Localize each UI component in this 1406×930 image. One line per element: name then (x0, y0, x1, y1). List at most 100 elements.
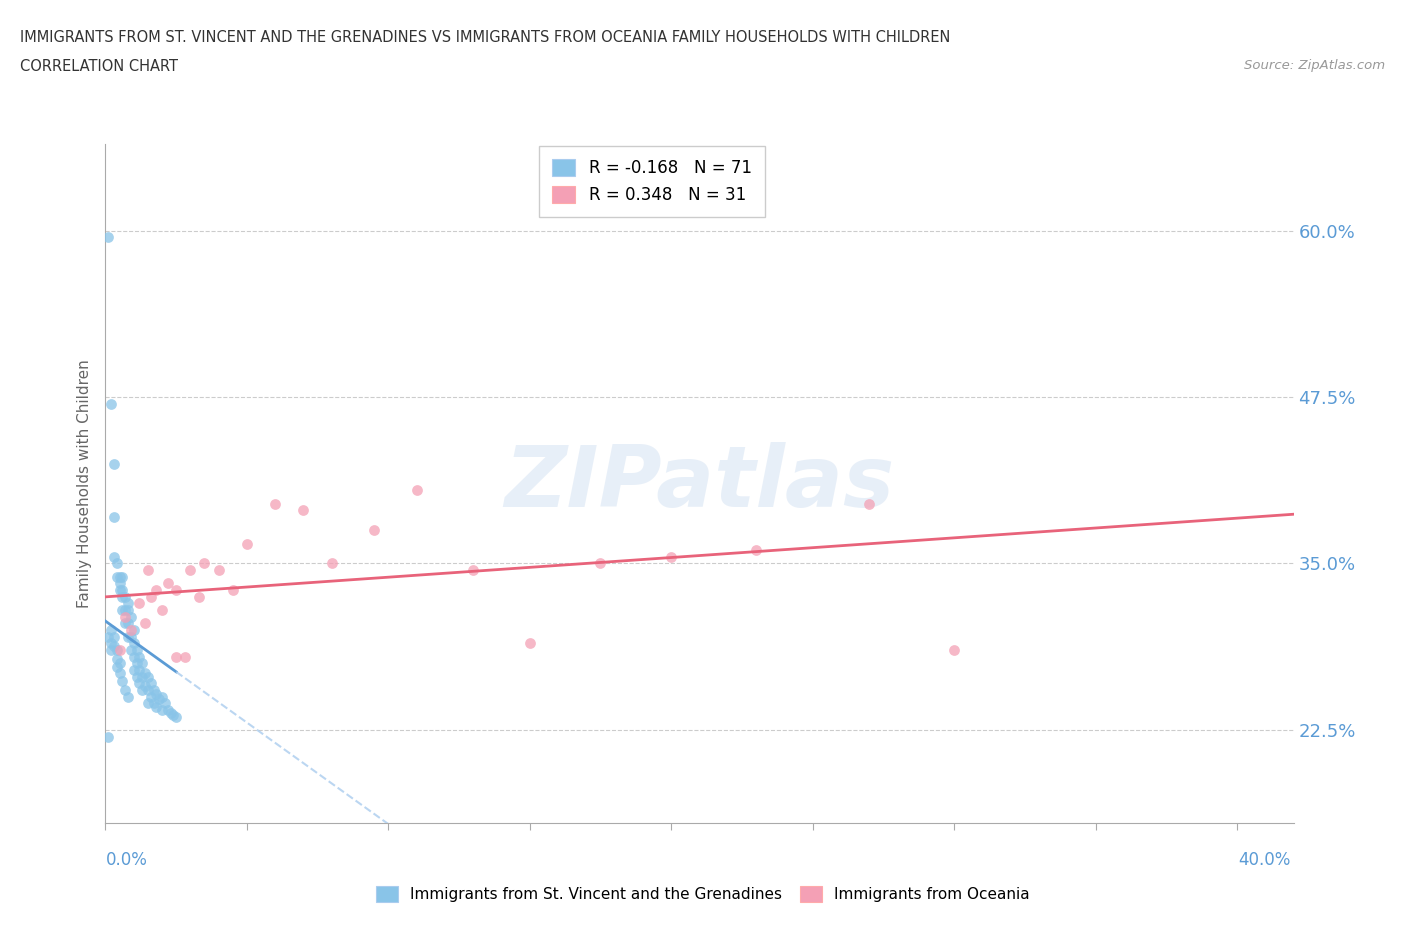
Point (122, 622, 145, 637)
Point (114, 603, 136, 618)
Point (148, 692, 170, 707)
Point (589, 556, 612, 571)
Point (103, 457, 125, 472)
Point (131, 683, 153, 698)
Text: 40.0%: 40.0% (1239, 851, 1291, 870)
Point (187, 590, 209, 604)
Point (134, 665, 156, 680)
Point (128, 649, 150, 664)
Point (100, 396, 122, 411)
Point (114, 609, 136, 624)
Point (128, 662, 150, 677)
Y-axis label: Family Households with Children: Family Households with Children (77, 359, 93, 608)
Point (100, 622, 122, 637)
Point (363, 523, 385, 538)
Text: Source: ZipAtlas.com: Source: ZipAtlas.com (1244, 59, 1385, 72)
Point (108, 656, 131, 671)
Point (105, 643, 128, 658)
Legend: R = -0.168   N = 71, R = 0.348   N = 31: R = -0.168 N = 71, R = 0.348 N = 31 (538, 146, 765, 217)
Point (97, 230, 120, 245)
Point (120, 643, 142, 658)
Point (156, 702, 179, 717)
Point (117, 630, 139, 644)
Point (120, 622, 142, 637)
Point (159, 705, 181, 720)
Point (321, 556, 343, 571)
Text: IMMIGRANTS FROM ST. VINCENT AND THE GRENADINES VS IMMIGRANTS FROM OCEANIA FAMILY: IMMIGRANTS FROM ST. VINCENT AND THE GREN… (20, 30, 950, 45)
Point (136, 670, 159, 684)
Point (125, 643, 148, 658)
Point (131, 656, 153, 671)
Point (519, 636, 541, 651)
Text: ZIPatlas: ZIPatlas (505, 442, 894, 525)
Point (150, 689, 173, 704)
Point (165, 583, 187, 598)
Point (108, 569, 131, 584)
Point (114, 616, 136, 631)
Point (103, 550, 125, 565)
Point (103, 630, 125, 644)
Point (120, 630, 142, 644)
Point (117, 616, 139, 631)
Point (100, 643, 122, 658)
Point (139, 676, 162, 691)
Point (142, 683, 165, 698)
Point (150, 603, 173, 618)
Point (114, 590, 136, 604)
Text: CORRELATION CHART: CORRELATION CHART (20, 59, 177, 73)
Legend: Immigrants from St. Vincent and the Grenadines, Immigrants from Oceania: Immigrants from St. Vincent and the Gren… (367, 877, 1039, 911)
Point (173, 649, 195, 664)
Point (97, 729, 120, 744)
Point (136, 696, 159, 711)
Point (139, 689, 162, 704)
Point (162, 708, 184, 723)
Point (122, 636, 145, 651)
Point (122, 662, 145, 677)
Point (659, 550, 682, 565)
Point (108, 665, 131, 680)
Point (125, 670, 148, 684)
Point (117, 596, 139, 611)
Point (136, 683, 159, 698)
Point (103, 639, 125, 654)
Point (122, 649, 145, 664)
Point (179, 563, 201, 578)
Point (134, 616, 156, 631)
Point (108, 576, 131, 591)
Point (105, 569, 128, 584)
Point (111, 673, 134, 688)
Point (165, 709, 187, 724)
Point (111, 603, 134, 618)
Point (145, 699, 167, 714)
Point (193, 556, 215, 571)
Point (264, 496, 287, 511)
Point (111, 569, 134, 584)
Point (222, 583, 245, 598)
Point (165, 649, 187, 664)
Point (134, 679, 156, 694)
Point (111, 590, 134, 604)
Point (114, 683, 136, 698)
Point (103, 510, 125, 525)
Point (128, 596, 150, 611)
Point (136, 563, 159, 578)
Point (131, 670, 153, 684)
Point (153, 696, 176, 711)
Point (943, 643, 966, 658)
Point (745, 543, 768, 558)
Point (207, 563, 229, 578)
Point (145, 583, 167, 598)
Point (100, 636, 122, 651)
Point (236, 536, 259, 551)
Point (120, 609, 142, 624)
Point (463, 563, 485, 578)
Point (139, 590, 162, 604)
Point (858, 496, 880, 511)
Point (145, 686, 167, 701)
Point (105, 652, 128, 667)
Point (156, 576, 179, 591)
Point (108, 643, 131, 658)
Point (128, 676, 150, 691)
Point (97, 630, 120, 644)
Point (150, 702, 173, 717)
